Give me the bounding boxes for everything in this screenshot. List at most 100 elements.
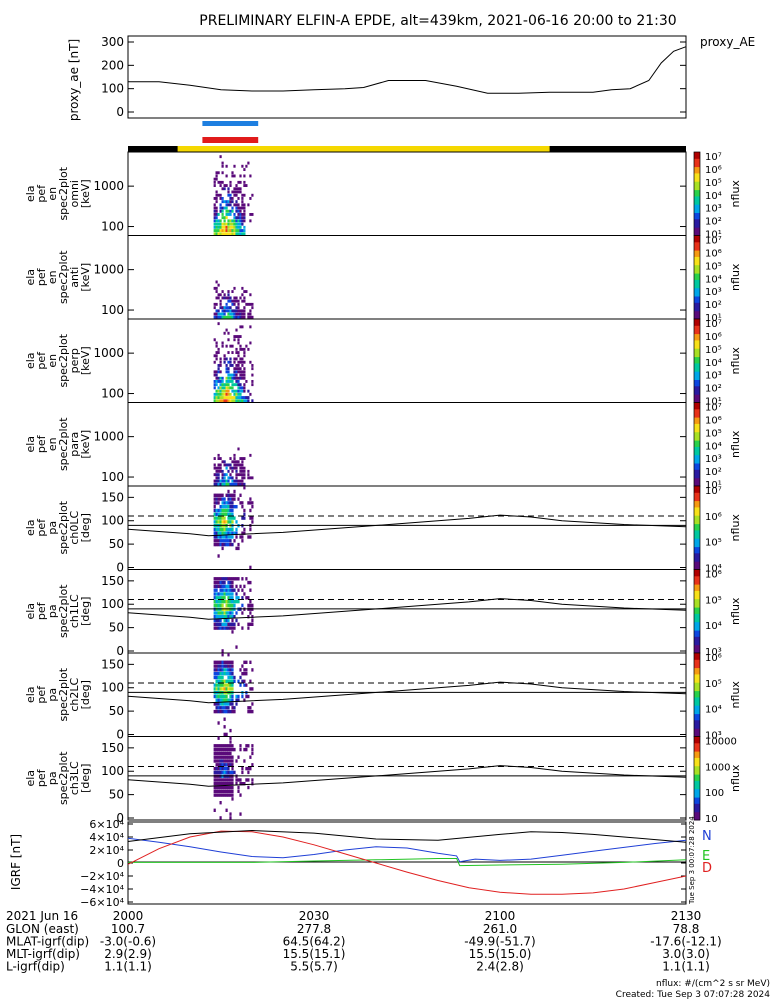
spectrogram-cell [241, 694, 244, 699]
spectrogram-cell [213, 360, 216, 364]
spectrogram-cell [225, 296, 228, 300]
spectrogram-cell [235, 399, 238, 403]
colorbar-segment [694, 279, 700, 282]
spectrogram-cell [243, 660, 246, 664]
spectrogram-cell [233, 187, 236, 191]
spectrogram-cell [221, 744, 224, 748]
spectrogram-cell [241, 203, 244, 207]
spectrogram-cell [239, 209, 242, 213]
spectrogram-cell [229, 672, 232, 676]
spectrogram-cell [251, 744, 254, 748]
spectrogram-cell [223, 360, 226, 364]
spectrogram-cell [241, 364, 244, 367]
spectrogram-cell [215, 396, 218, 399]
spectrogram-cell [227, 759, 230, 763]
spectrogram-cell [247, 396, 250, 399]
spectrogram-cell [215, 755, 218, 759]
panel-ylabel-line: [keV] [79, 179, 92, 208]
colorbar-segment [694, 277, 700, 280]
spectrogram-cell [239, 309, 242, 313]
colorbar-segment [694, 596, 700, 600]
spectrogram-cell [219, 542, 222, 547]
spectrogram-cell [231, 675, 234, 680]
spectrogram-cell [239, 325, 242, 329]
colorbar-segment [694, 200, 700, 203]
colorbar-segment [694, 364, 700, 368]
spectrogram-cell [243, 354, 246, 358]
spectrogram-cell [217, 615, 220, 619]
colorbar-segment [694, 206, 700, 209]
colorbar-tick-label: 10¹ [705, 480, 722, 491]
panel-ylabel-line: ela [24, 185, 37, 202]
spectrogram-cell [227, 664, 230, 668]
spectrogram-cell [229, 736, 232, 740]
spectrogram-cell [213, 315, 216, 319]
spectrogram-cell [213, 225, 216, 229]
spectrogram-cell [215, 373, 218, 377]
spectrogram-cell [249, 341, 252, 345]
colorbar-segment [694, 223, 700, 226]
spectrogram-cell [237, 309, 240, 313]
spectrogram-cell [219, 193, 222, 197]
spectrogram-cell [231, 755, 234, 759]
spectrogram-cell [221, 516, 224, 520]
colorbar-segment [694, 254, 700, 257]
spectrogram-cell [249, 580, 252, 585]
colorbar-segment [694, 730, 700, 733]
spectrogram-cell [237, 399, 240, 403]
spectrogram-cell [219, 493, 222, 497]
spectrogram-cell [213, 702, 216, 706]
loss-cone-line [127, 514, 687, 537]
spectrogram-cell [241, 197, 244, 200]
spectrogram-cell [239, 778, 242, 782]
colorbar-tick-label: 10² [705, 467, 722, 478]
spectrogram-cell [213, 785, 216, 790]
spectrogram-cell [213, 596, 216, 600]
spectrogram-cell [215, 501, 218, 505]
ae-ytick-label: 100 [101, 82, 124, 96]
colorbar-segment [694, 352, 700, 355]
igrf-ylabel: IGRF [nT] [9, 834, 23, 890]
ytick-label: 50 [109, 621, 124, 635]
panel-ylabel-line: spec2plot [57, 250, 70, 304]
spectrogram-cell [237, 338, 240, 342]
panel-ylabel-line: spec2plot [57, 584, 70, 638]
panel-ylabel-line: spec2plot [57, 333, 70, 387]
spectrogram-cell [231, 520, 234, 524]
colorbar-segment [694, 425, 700, 429]
spectrogram-cell [215, 683, 218, 687]
spectrogram-cell [231, 302, 234, 306]
spectrogram-cell [239, 744, 242, 748]
spectrogram-cell [241, 386, 244, 390]
spectrogram-cell [229, 770, 232, 775]
colorbar-tick-label: 10⁵ [705, 679, 722, 690]
spectrogram-cell [235, 694, 238, 699]
spectrogram-cell [219, 618, 222, 623]
spectrogram-cell [223, 778, 226, 782]
spectrogram-cell [219, 392, 222, 396]
spectrogram-cell [241, 200, 244, 204]
spectrogram-pixels [213, 577, 254, 653]
colorbar-segment [694, 187, 700, 191]
spectrogram-cell [213, 184, 216, 187]
igrf-ytick-label: 2×10⁴ [89, 844, 124, 857]
colorbar-segment [694, 579, 700, 583]
spectrogram-cell [215, 512, 218, 516]
colorbar-segment [694, 577, 700, 581]
spectrogram-cell [223, 476, 226, 480]
colorbar-segment [694, 642, 700, 646]
spectrogram-cell [217, 389, 220, 393]
spectrogram-cell [219, 672, 222, 676]
spectrogram-cell [231, 588, 234, 592]
spectrogram-cell [229, 755, 232, 759]
igrf-stamp: Tue Sep 3 00:07:28 2024 [688, 816, 696, 905]
spectrogram-cell [235, 389, 238, 393]
spectrogram-cell [235, 584, 238, 589]
spectrogram-cell [221, 399, 224, 403]
colorbar-segment [694, 419, 700, 422]
spectrogram-cell [225, 611, 228, 615]
spectrogram-cell [241, 596, 244, 600]
spectrogram-cell [213, 531, 216, 535]
spectrogram-cell [227, 531, 230, 535]
spectrogram-cell [221, 213, 224, 216]
